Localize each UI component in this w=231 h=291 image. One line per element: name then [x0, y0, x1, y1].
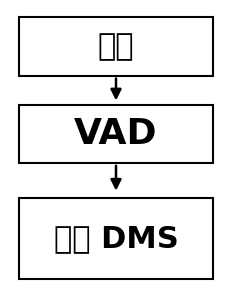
Text: 提取 DMS: 提取 DMS: [53, 224, 178, 253]
Bar: [18, 17, 213, 76]
Bar: [18, 105, 213, 163]
Text: VAD: VAD: [74, 117, 157, 151]
Text: 分帧: 分帧: [97, 32, 134, 61]
Bar: [18, 198, 213, 279]
